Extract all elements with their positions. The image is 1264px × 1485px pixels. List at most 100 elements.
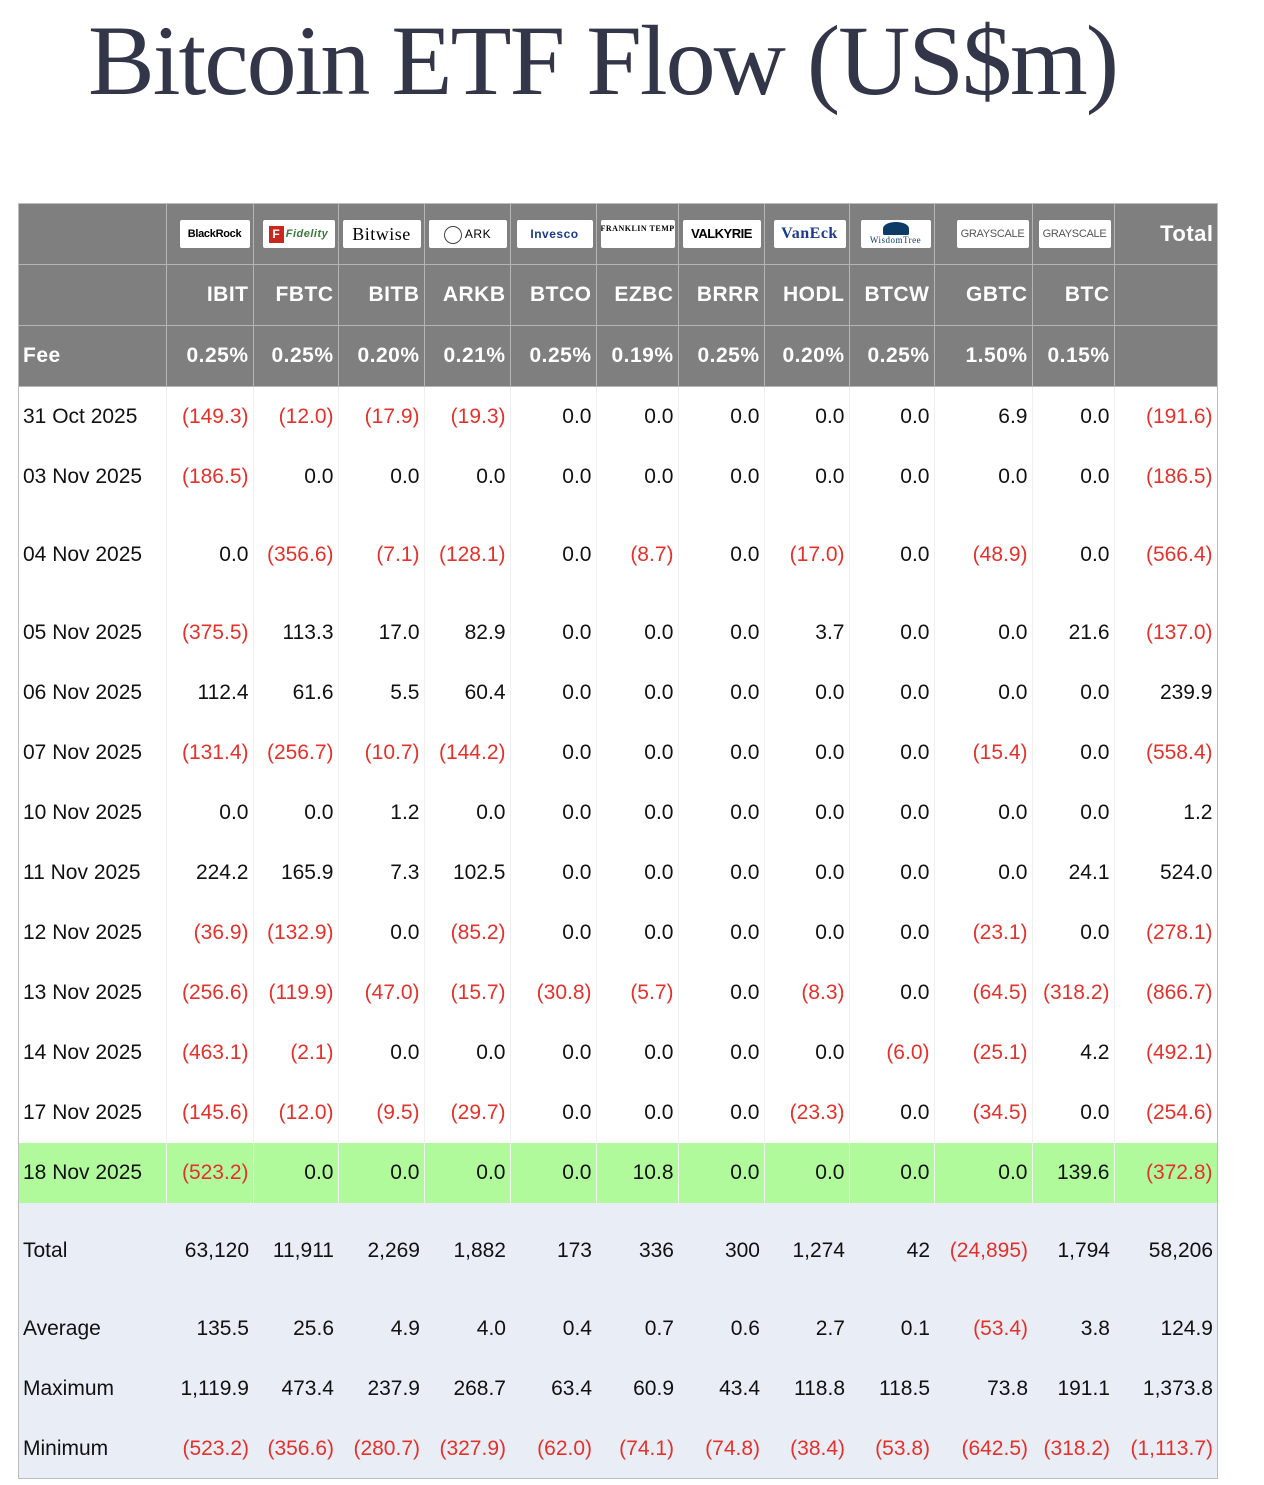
flow-cell: (34.5) <box>934 1083 1033 1143</box>
flow-cell: (128.1) <box>424 507 511 603</box>
flow-cell: 0.0 <box>764 843 850 903</box>
flow-cell: (375.5) <box>166 603 254 663</box>
flow-cell: (119.9) <box>253 963 339 1023</box>
summary-cell: 237.9 <box>338 1359 424 1419</box>
summary-cell: (280.7) <box>338 1419 424 1479</box>
col-logo-hodl: VanEck <box>764 204 850 265</box>
summary-cell: 473.4 <box>253 1359 338 1419</box>
flow-cell: (356.6) <box>253 507 339 603</box>
flow-cell: 0.0 <box>166 507 254 603</box>
flow-cell: (17.0) <box>764 507 850 603</box>
flow-cell: 0.0 <box>849 447 935 507</box>
page-title: Bitcoin ETF Flow (US$m) <box>88 5 1119 116</box>
row-total: (254.6) <box>1114 1083 1218 1143</box>
ark-invest-logo: ARK <box>428 220 507 248</box>
table-row: 11 Nov 2025 224.2 165.9 7.3 102.5 0.0 0.0 0.0 0.… <box>19 843 1218 903</box>
flow-cell: 0.0 <box>764 903 850 963</box>
summary-cell: 1,274 <box>764 1203 849 1299</box>
flow-cell: (9.5) <box>338 1083 425 1143</box>
summary-cell: 42 <box>849 1203 934 1299</box>
row-total: (492.1) <box>1114 1023 1218 1083</box>
summary-total: (1,113.7) <box>1114 1419 1217 1479</box>
row-date: 18 Nov 2025 <box>19 1143 167 1203</box>
summary-cell: 63,120 <box>166 1203 253 1299</box>
flow-cell: 0.0 <box>338 903 425 963</box>
invesco-logo: Invesco <box>516 220 593 248</box>
flow-cell: 0.0 <box>849 386 935 447</box>
flow-cell: 0.0 <box>424 783 511 843</box>
fidelity-f-icon: F <box>268 225 284 243</box>
summary-cell: 73.8 <box>934 1359 1032 1419</box>
flow-cell: (15.7) <box>424 963 511 1023</box>
flow-cell: (23.1) <box>934 903 1033 963</box>
flow-cell: 61.6 <box>253 663 339 723</box>
ticker-btco: BTCO <box>510 264 597 326</box>
summary-label: Minimum <box>19 1419 166 1479</box>
vaneck-logo: VanEck <box>773 220 846 248</box>
franklin-templeton-logo: FRANKLIN TEMPLETON <box>600 220 675 248</box>
fee-ezbc: 0.19% <box>596 325 679 387</box>
flow-cell: 0.0 <box>596 603 679 663</box>
flow-cell: (131.4) <box>166 723 254 783</box>
row-total: (558.4) <box>1114 723 1218 783</box>
flow-cell: (149.3) <box>166 386 254 447</box>
flow-cell: 0.0 <box>678 386 765 447</box>
wisdomtree-logo: WisdomTree <box>860 220 931 248</box>
daily-flow-rows: 31 Oct 2025 (149.3) (12.0) (17.9) (19.3) 0.0 0… <box>19 386 1218 1203</box>
flow-cell: 0.0 <box>764 1023 850 1083</box>
flow-cell: 0.0 <box>596 663 679 723</box>
row-date: 11 Nov 2025 <box>19 843 167 903</box>
summary-cell: (356.6) <box>253 1419 338 1479</box>
total-column-header: Total <box>1114 204 1218 265</box>
flow-cell: 0.0 <box>678 447 765 507</box>
summary-cell: 118.8 <box>764 1359 849 1419</box>
row-total: 1.2 <box>1114 783 1218 843</box>
ticker-hodl: HODL <box>764 264 850 326</box>
ticker-arkb: ARKB <box>424 264 511 326</box>
flow-cell: 0.0 <box>510 603 597 663</box>
grayscale-logo: GRAYSCALE <box>956 220 1029 248</box>
flow-cell: 0.0 <box>510 1143 597 1203</box>
flow-cell: (145.6) <box>166 1083 254 1143</box>
flow-cell: 0.0 <box>678 903 765 963</box>
flow-cell: 0.0 <box>510 723 597 783</box>
summary-cell: 4.9 <box>338 1299 424 1359</box>
grayscale-logo: GRAYSCALE <box>1038 220 1111 248</box>
flow-cell: 17.0 <box>338 603 425 663</box>
ticker-header-row: IBIT FBTC BITB ARKB BTCO EZBC BRRR HODL … <box>19 264 1218 326</box>
flow-cell: 0.0 <box>849 603 935 663</box>
col-logo-bitb: Bitwise <box>338 204 425 265</box>
flow-cell: 0.0 <box>678 843 765 903</box>
fee-hodl: 0.20% <box>764 325 850 387</box>
flow-cell: 0.0 <box>1032 386 1115 447</box>
row-date: 31 Oct 2025 <box>19 386 167 447</box>
table-row: 03 Nov 2025 (186.5) 0.0 0.0 0.0 0.0 0.0 0.0 0.0 0… <box>19 447 1218 507</box>
flow-cell: 0.0 <box>934 447 1033 507</box>
flow-cell: 112.4 <box>166 663 254 723</box>
flow-cell: (132.9) <box>253 903 339 963</box>
flow-cell: (186.5) <box>166 447 254 507</box>
table-row: 14 Nov 2025 (463.1) (2.1) 0.0 0.0 0.0 0.0 0.0 0.… <box>19 1023 1218 1083</box>
flow-cell: 0.0 <box>934 663 1033 723</box>
summary-cell: 3.8 <box>1032 1299 1114 1359</box>
row-total: 524.0 <box>1114 843 1218 903</box>
summary-cell: (318.2) <box>1032 1419 1114 1479</box>
flow-cell: 0.0 <box>424 1023 511 1083</box>
flow-cell: 0.0 <box>849 663 935 723</box>
flow-cell: (12.0) <box>253 1083 339 1143</box>
table-row: 07 Nov 2025 (131.4) (256.7) (10.7) (144.2) 0.… <box>19 723 1218 783</box>
row-total: (191.6) <box>1114 386 1218 447</box>
flow-cell: 0.0 <box>1032 507 1115 603</box>
summary-cell: 25.6 <box>253 1299 338 1359</box>
flow-cell: 7.3 <box>338 843 425 903</box>
summary-cell: 11,911 <box>253 1203 338 1299</box>
flow-cell: (36.9) <box>166 903 254 963</box>
fee-bitb: 0.20% <box>338 325 425 387</box>
flow-cell: (8.7) <box>596 507 679 603</box>
ark-ring-icon <box>443 225 462 244</box>
flow-cell: 113.3 <box>253 603 339 663</box>
flow-cell: 3.7 <box>764 603 850 663</box>
flow-cell: 0.0 <box>678 1143 765 1203</box>
flow-cell: (318.2) <box>1032 963 1115 1023</box>
flow-cell: 0.0 <box>678 963 765 1023</box>
